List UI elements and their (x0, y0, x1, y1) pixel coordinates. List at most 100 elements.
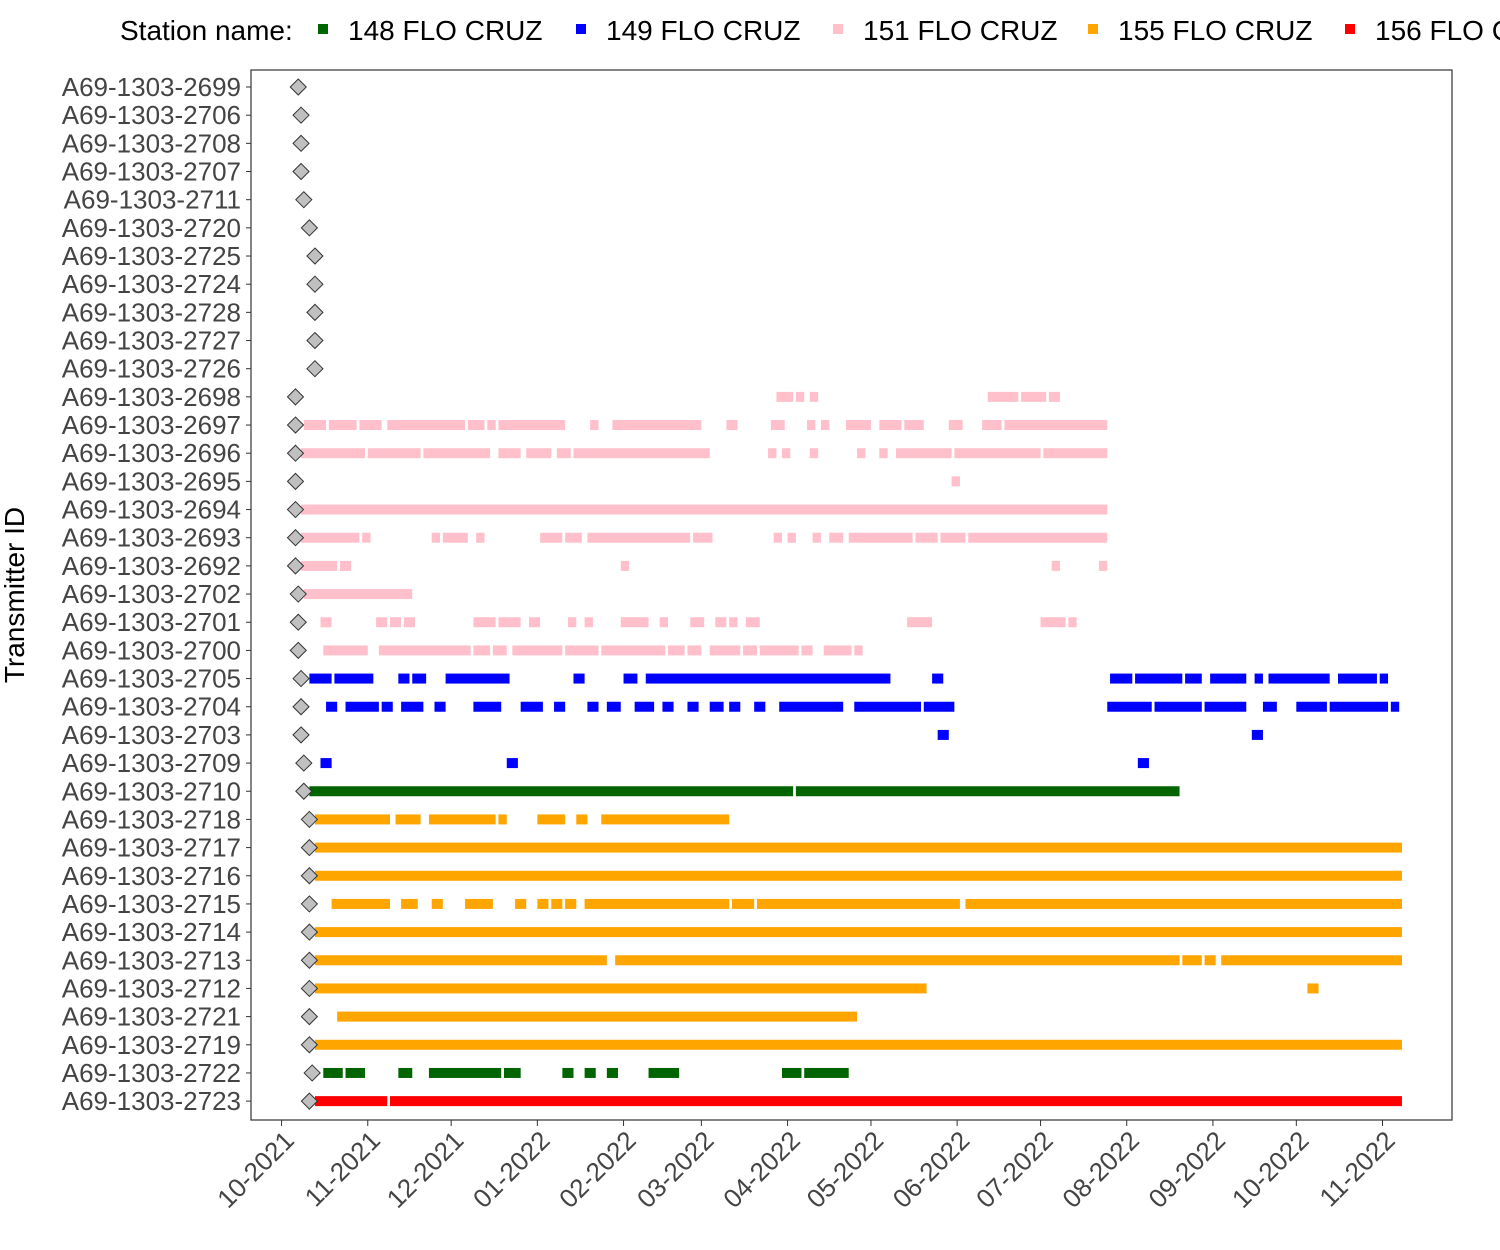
detection-bar (620, 560, 630, 571)
detection-bar (729, 701, 741, 712)
detection-bar (537, 814, 566, 825)
detection-bar (659, 617, 669, 628)
detection-bar (320, 758, 332, 769)
release-marker (300, 1036, 319, 1054)
detection-bar (367, 448, 421, 459)
detection-bar (1307, 983, 1319, 994)
detection-bar (754, 701, 766, 712)
detection-bar (940, 532, 966, 543)
y-tick-label: A69-1303-2728 (62, 297, 241, 327)
detection-bars (301, 391, 1402, 1107)
release-marker (286, 416, 305, 434)
release-marker (292, 134, 310, 153)
detection-bar (854, 645, 863, 656)
detection-bar (565, 532, 582, 543)
detection-bar (879, 420, 902, 431)
detection-bar (498, 420, 566, 431)
y-tick-label: A69-1303-2718 (62, 804, 241, 834)
detection-bar (804, 1067, 849, 1078)
detection-bar (428, 814, 496, 825)
y-tick-label: A69-1303-2698 (62, 382, 241, 412)
detection-bar (309, 786, 794, 797)
detection-bar (907, 617, 933, 628)
release-marker (289, 585, 307, 603)
legend: Station name: 148 FLO CRUZ 149 FLO CRUZ 15… (120, 15, 1500, 46)
detection-bar (1204, 955, 1216, 966)
y-tick-label: A69-1303-2692 (62, 551, 241, 581)
release-marker (300, 979, 319, 998)
detection-bar (320, 617, 332, 628)
x-tick-label: 11-2022 (1313, 1125, 1400, 1212)
detection-bar (601, 814, 730, 825)
y-tick-label: A69-1303-2696 (62, 438, 241, 468)
legend-label: 156 FLO CRUZ (1375, 15, 1500, 46)
detection-bar (623, 673, 638, 684)
detection-bar (968, 532, 1108, 543)
detection-bar (445, 673, 510, 684)
detection-bar (848, 532, 913, 543)
detection-bar (431, 532, 441, 543)
detection-bar (795, 391, 805, 402)
detection-bar (773, 532, 782, 543)
release-marker (286, 557, 305, 575)
detection-bar (323, 1067, 343, 1078)
y-tick-label: A69-1303-2700 (62, 635, 241, 665)
y-axis: A69-1303-2699A69-1303-2706A69-1303-2708A… (62, 72, 251, 1116)
detection-bar (314, 842, 1402, 853)
x-tick-label: 10-2021 (211, 1125, 300, 1214)
detection-bar (301, 504, 1108, 515)
detection-bar (601, 645, 666, 656)
detection-bar (540, 532, 563, 543)
y-tick-label: A69-1303-2724 (62, 269, 241, 299)
x-axis: 10-202111-202112-202101-202202-202203-20… (211, 1120, 1401, 1214)
x-tick-label: 04-2022 (717, 1125, 806, 1214)
legend-title: Station name: (120, 15, 293, 46)
detection-bar (573, 673, 585, 684)
detection-bar (809, 391, 819, 402)
legend-swatch (1088, 24, 1098, 34)
detection-bar (498, 617, 521, 628)
detection-bar (612, 420, 702, 431)
detection-bar (1390, 701, 1400, 712)
detection-bar (1262, 701, 1277, 712)
release-marker (306, 303, 324, 322)
detection-bar (551, 898, 563, 909)
detection-bar (376, 617, 388, 628)
y-tick-label: A69-1303-2717 (62, 833, 241, 863)
detection-bar (339, 560, 352, 571)
y-tick-label: A69-1303-2719 (62, 1030, 241, 1060)
x-tick-label: 07-2022 (970, 1125, 1059, 1214)
detection-bar (768, 448, 777, 459)
release-marker (300, 895, 319, 913)
detection-bar (770, 420, 785, 431)
detection-bar (390, 1096, 1402, 1107)
detection-bar (812, 532, 821, 543)
detection-bar (620, 617, 649, 628)
y-tick-label: A69-1303-2697 (62, 410, 241, 440)
release-marker (300, 867, 319, 885)
release-marker (306, 331, 324, 350)
y-tick-label: A69-1303-2702 (62, 579, 241, 609)
detection-bar (923, 701, 955, 712)
detection-bar (951, 476, 960, 487)
y-tick-label: A69-1303-2709 (62, 748, 241, 778)
release-marker (300, 810, 319, 829)
detection-bar (428, 1067, 502, 1078)
detection-bar (323, 645, 368, 656)
detection-bar (1338, 673, 1377, 684)
release-marker (300, 1092, 319, 1110)
detection-bar (362, 532, 371, 543)
detection-bar (378, 645, 471, 656)
release-marker (289, 613, 307, 631)
release-marker (300, 923, 319, 941)
detection-bar (726, 420, 738, 431)
detection-bar (515, 898, 527, 909)
legend-label: 148 FLO CRUZ (348, 15, 543, 46)
detection-bar (567, 617, 577, 628)
x-tick-label: 05-2022 (801, 1125, 890, 1214)
detection-bar (328, 420, 357, 431)
x-tick-label: 08-2022 (1056, 1125, 1145, 1214)
detection-bar (520, 701, 543, 712)
detection-bar (709, 701, 724, 712)
y-tick-label: A69-1303-2711 (64, 185, 241, 215)
